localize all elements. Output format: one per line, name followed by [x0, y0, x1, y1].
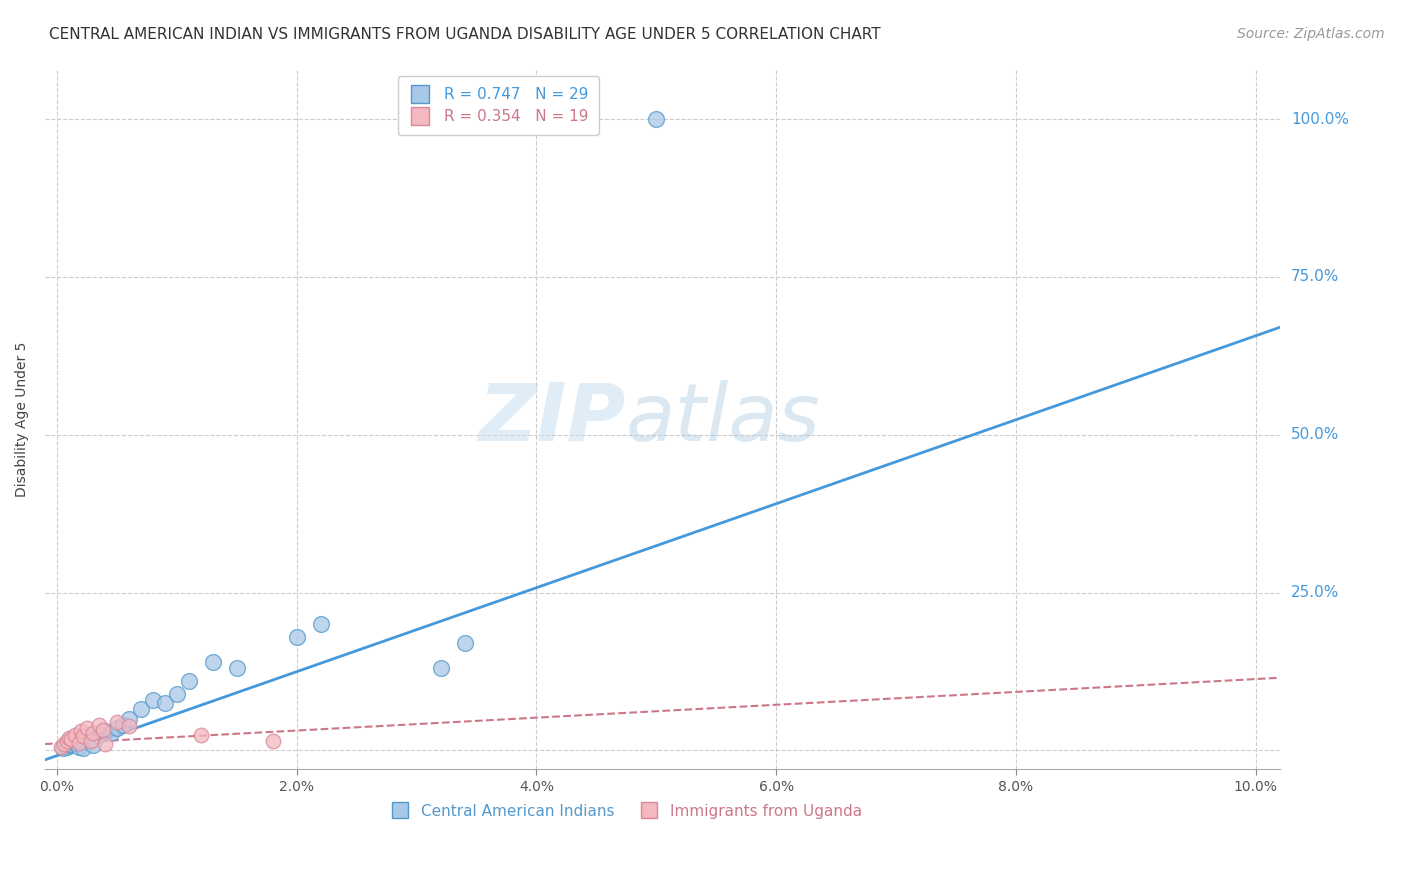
Point: [79, 734, 101, 748]
Point: [129, 702, 152, 716]
Point: [72, 730, 94, 744]
Point: [118, 712, 141, 726]
Point: [70, 734, 93, 748]
Y-axis label: Disability Age Under 5: Disability Age Under 5: [15, 342, 30, 497]
Point: [94, 737, 117, 751]
Point: [105, 714, 128, 729]
Text: atlas: atlas: [626, 380, 820, 458]
Point: [67, 736, 90, 750]
Text: 50.0%: 50.0%: [1291, 427, 1339, 442]
Text: CENTRAL AMERICAN INDIAN VS IMMIGRANTS FROM UGANDA DISABILITY AGE UNDER 5 CORRELA: CENTRAL AMERICAN INDIAN VS IMMIGRANTS FR…: [49, 27, 880, 42]
Point: [55, 734, 77, 748]
Point: [79, 731, 101, 746]
Point: [82, 725, 104, 739]
Point: [49, 740, 72, 755]
Point: [262, 734, 284, 748]
Point: [201, 655, 224, 669]
Point: [55, 740, 77, 755]
Point: [87, 718, 110, 732]
Point: [70, 724, 93, 739]
Point: [91, 723, 114, 738]
Point: [153, 696, 176, 710]
Text: 25.0%: 25.0%: [1291, 585, 1339, 600]
Point: [53, 737, 76, 751]
Point: [87, 728, 110, 742]
Point: [645, 112, 668, 126]
Point: [60, 731, 83, 746]
Text: ZIP: ZIP: [478, 380, 626, 458]
Point: [225, 661, 247, 675]
Point: [67, 739, 90, 754]
Point: [72, 740, 94, 755]
Point: [76, 731, 98, 745]
Point: [58, 739, 80, 753]
Point: [166, 687, 188, 701]
Point: [118, 719, 141, 733]
Text: Source: ZipAtlas.com: Source: ZipAtlas.com: [1237, 27, 1385, 41]
Text: 100.0%: 100.0%: [1291, 112, 1348, 127]
Text: 75.0%: 75.0%: [1291, 269, 1339, 285]
Point: [453, 636, 475, 650]
Point: [309, 617, 332, 632]
Point: [52, 741, 75, 756]
Point: [429, 661, 451, 675]
Point: [63, 728, 86, 742]
Point: [285, 630, 308, 644]
Point: [76, 721, 98, 735]
Point: [142, 693, 165, 707]
Point: [100, 725, 122, 739]
Point: [58, 731, 80, 745]
Point: [177, 673, 200, 688]
Point: [82, 738, 104, 752]
Point: [105, 721, 128, 735]
Legend: Central American Indians, Immigrants from Uganda: Central American Indians, Immigrants fro…: [382, 797, 868, 825]
Point: [190, 728, 212, 742]
Point: [60, 737, 83, 751]
Point: [63, 736, 86, 750]
Point: [94, 724, 117, 739]
Point: [111, 718, 134, 732]
